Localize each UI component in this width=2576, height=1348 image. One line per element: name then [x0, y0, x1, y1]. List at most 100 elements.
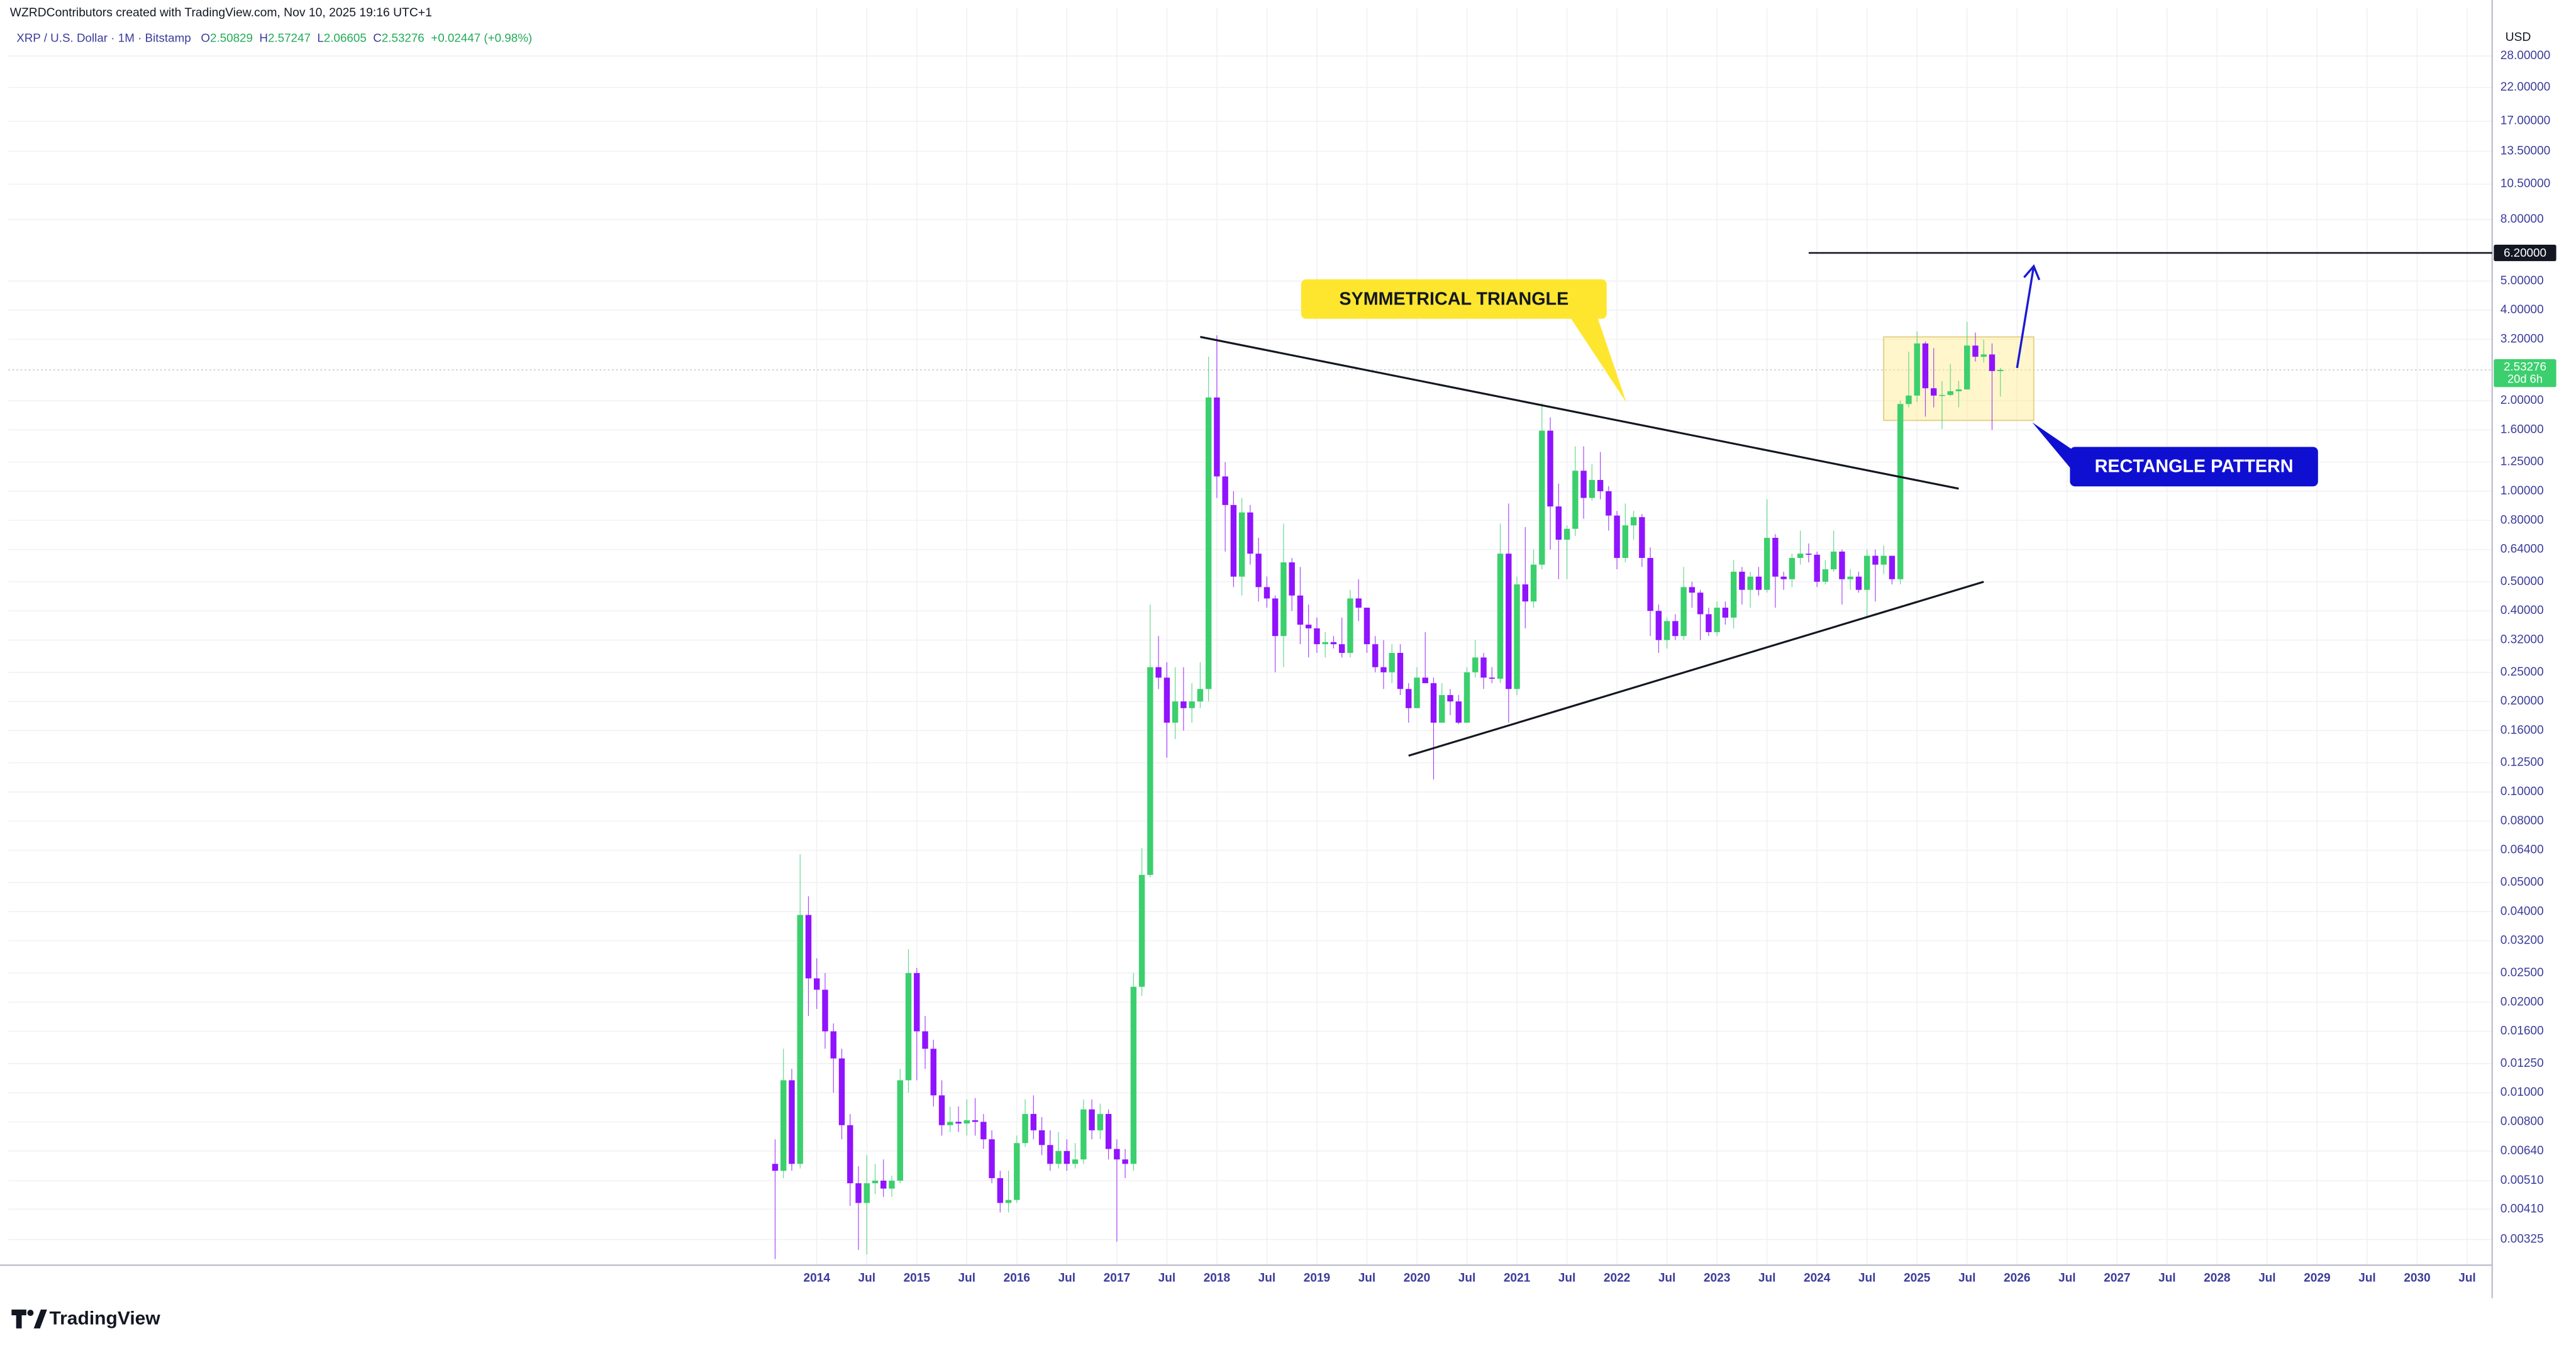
candle-body	[1172, 701, 1179, 723]
y-tick-label: 0.08000	[2501, 814, 2544, 827]
candle-body	[1630, 517, 1637, 526]
candle-body	[1863, 555, 1870, 590]
candle-body	[889, 1180, 895, 1189]
countdown-label: 20d 6h	[2507, 372, 2543, 385]
y-tick-label: 0.00510	[2501, 1174, 2544, 1187]
y-tick-label: 0.16000	[2501, 723, 2544, 737]
y-tick-label: 0.80000	[2501, 513, 2544, 526]
candle-body	[847, 1125, 853, 1184]
candle-body	[1014, 1143, 1020, 1200]
candle-body	[797, 915, 803, 1164]
candle-body	[1297, 595, 1304, 625]
change: +0.02447 (+0.98%)	[431, 31, 532, 44]
candle-body	[1997, 369, 2004, 371]
candle-body	[1055, 1150, 1062, 1164]
candle-body	[1447, 694, 1453, 702]
candle-body	[1672, 621, 1679, 637]
candle-body	[1563, 528, 1570, 540]
x-tick-label: 2023	[1704, 1271, 1730, 1284]
candle-body	[1597, 480, 1604, 491]
rectangle-label-pointer	[2032, 422, 2074, 472]
candle-body	[1931, 388, 1937, 396]
candle-body	[1214, 397, 1220, 477]
candle-body	[863, 1183, 870, 1203]
candle-body	[805, 915, 812, 979]
candle-body	[1155, 667, 1162, 678]
candle-body	[1606, 491, 1612, 516]
y-tick-label: 0.02500	[2501, 966, 2544, 979]
candle-body	[1314, 628, 1320, 645]
candle-body	[1506, 554, 1512, 689]
candle-body	[1322, 642, 1328, 645]
candle-body	[1114, 1149, 1120, 1160]
ohlc-key: O	[201, 31, 210, 44]
candle-body	[1122, 1159, 1128, 1164]
y-tick-label: 0.05000	[2501, 876, 2544, 889]
candle-body	[1889, 555, 1896, 579]
candle-body	[1522, 584, 1528, 602]
x-tick-label: 2017	[1104, 1271, 1130, 1284]
candle-body	[780, 1080, 787, 1171]
y-tick-label: 1.60000	[2501, 423, 2544, 436]
x-tick-label: Jul	[1958, 1271, 1976, 1284]
candle-body	[1439, 694, 1445, 723]
candle-body	[1697, 593, 1704, 615]
x-tick-label: Jul	[1658, 1271, 1676, 1284]
candle-body	[1230, 504, 1237, 577]
candle-body	[1130, 986, 1137, 1164]
x-tick-label: 2030	[2404, 1271, 2430, 1284]
candle-body	[1280, 562, 1287, 637]
candle-body	[1289, 562, 1295, 596]
candle-body	[1572, 471, 1579, 529]
y-tick-label: 0.10000	[2501, 785, 2544, 798]
x-tick-label: 2014	[804, 1271, 831, 1284]
candle-body	[972, 1120, 979, 1122]
x-tick-label: 2022	[1604, 1271, 1630, 1284]
candle-body	[905, 972, 912, 1081]
candle-body	[855, 1183, 862, 1203]
candle-body	[922, 1031, 928, 1049]
candle-body	[1980, 354, 1987, 357]
candle-body	[1680, 587, 1687, 637]
candle-body	[1580, 471, 1587, 498]
y-tick-label: 0.00325	[2501, 1233, 2544, 1246]
y-tick-label: 22.00000	[2501, 81, 2550, 94]
y-tick-label: 0.40000	[2501, 604, 2544, 617]
y-tick-label: 0.01250	[2501, 1057, 2544, 1070]
last-price-box	[2494, 359, 2557, 387]
last-price-label: 2.53276	[2504, 360, 2546, 373]
candle-body	[1972, 345, 1979, 357]
y-tick-label: 28.00000	[2501, 49, 2550, 62]
ohlc-value: 2.53276	[382, 31, 425, 44]
candle-body	[1222, 476, 1228, 505]
rectangle-label-box	[2070, 447, 2318, 487]
candle-body	[1714, 608, 1720, 632]
x-tick-label: 2028	[2204, 1271, 2230, 1284]
candle-body	[1839, 551, 1845, 579]
y-tick-label: 0.00800	[2501, 1115, 2544, 1128]
candle-body	[1430, 683, 1437, 723]
x-tick-label: Jul	[1358, 1271, 1376, 1284]
x-tick-label: 2021	[1504, 1271, 1531, 1284]
candle-body	[1472, 657, 1479, 672]
x-tick-label: Jul	[2458, 1271, 2476, 1284]
candle-body	[1806, 554, 1812, 555]
candle-body	[1080, 1109, 1087, 1160]
y-tick-label: 17.00000	[2501, 114, 2550, 128]
logo-text: TradingView	[49, 1308, 160, 1329]
y-tick-label: 0.00410	[2501, 1202, 2544, 1215]
x-tick-label: Jul	[2358, 1271, 2376, 1284]
candle-body	[1363, 608, 1370, 645]
y-tick-label: 0.12500	[2501, 756, 2544, 769]
candle-body	[1022, 1113, 1028, 1144]
attribution: WZRDContributors created with TradingVie…	[10, 6, 432, 19]
symbol-legend: XRP / U.S. Dollar · 1M · Bitstamp O2.5082…	[16, 31, 532, 44]
arrow-line	[2016, 265, 2035, 369]
candle-body	[1072, 1159, 1079, 1164]
candle-body	[1180, 701, 1187, 708]
candle-body	[1063, 1150, 1070, 1164]
candle-body	[1422, 677, 1428, 684]
candle-body	[930, 1049, 936, 1096]
x-tick-label: Jul	[2058, 1271, 2076, 1284]
